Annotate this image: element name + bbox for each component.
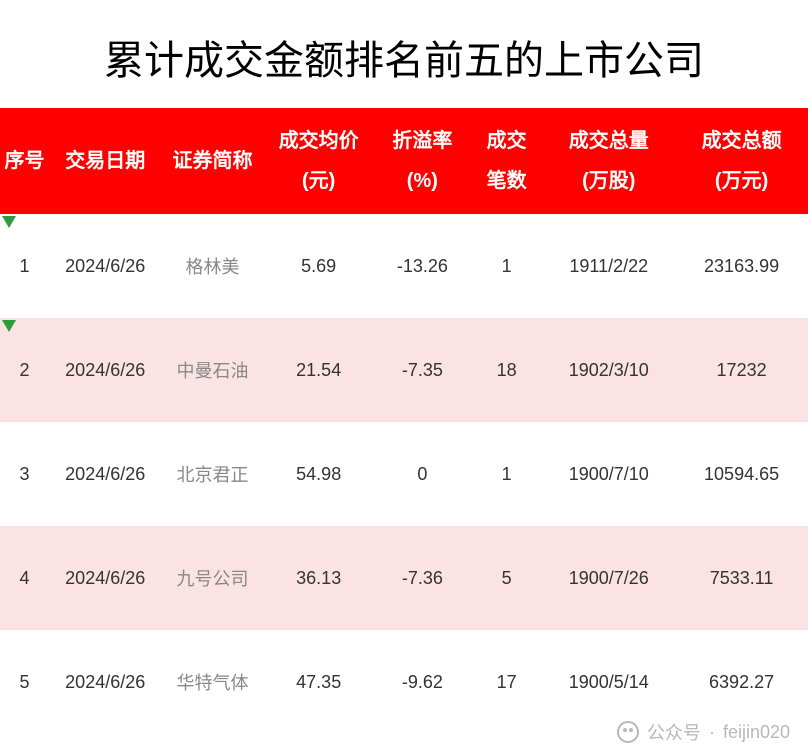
table-row: 42024/6/26九号公司36.13-7.3651900/7/267533.1…: [0, 526, 808, 630]
cell-idx: 2: [0, 318, 49, 422]
th-amt-l2: (万元): [679, 166, 804, 196]
th-amt: 成交总额 (万元): [675, 108, 808, 214]
cell-price: 54.98: [264, 422, 374, 526]
wechat-icon: [617, 721, 639, 743]
cell-amt: 10594.65: [675, 422, 808, 526]
cell-idx: 1: [0, 214, 49, 318]
th-price-l1: 成交均价: [279, 130, 359, 152]
th-price-l2: (元): [268, 166, 370, 196]
cell-price: 21.54: [264, 318, 374, 422]
watermark-sep: ·: [709, 722, 715, 743]
th-rate-l1: 折溢率: [392, 130, 452, 152]
cell-price: 47.35: [264, 630, 374, 734]
ranking-table: 序号 交易日期 证券简称 成交均价 (元) 折溢率 (%) 成交 笔数 成交总量…: [0, 108, 808, 734]
down-arrow-icon: [2, 320, 16, 332]
cell-date: 2024/6/26: [49, 422, 161, 526]
cell-rate: -7.36: [374, 526, 471, 630]
th-idx: 序号: [0, 108, 49, 214]
cell-vol: 1900/7/26: [542, 526, 675, 630]
watermark: 公众号 · feijin020: [617, 719, 790, 745]
page-title: 累计成交金额排名前五的上市公司: [0, 0, 808, 108]
cell-amt: 7533.11: [675, 526, 808, 630]
cell-idx: 4: [0, 526, 49, 630]
cell-amt: 17232: [675, 318, 808, 422]
cell-name: 中曼石油: [161, 318, 263, 422]
cell-date: 2024/6/26: [49, 630, 161, 734]
th-rate: 折溢率 (%): [374, 108, 471, 214]
th-vol-l1: 成交总量: [569, 130, 649, 152]
watermark-id: feijin020: [723, 722, 790, 743]
table-row: 32024/6/26北京君正54.98011900/7/1010594.65: [0, 422, 808, 526]
cell-date: 2024/6/26: [49, 318, 161, 422]
cell-name: 九号公司: [161, 526, 263, 630]
cell-idx: 5: [0, 630, 49, 734]
cell-price: 36.13: [264, 526, 374, 630]
th-count: 成交 笔数: [471, 108, 543, 214]
cell-rate: -9.62: [374, 630, 471, 734]
cell-rate: 0: [374, 422, 471, 526]
th-name: 证券简称: [161, 108, 263, 214]
table-row: 12024/6/26格林美5.69-13.2611911/2/2223163.9…: [0, 214, 808, 318]
th-rate-l2: (%): [378, 166, 467, 196]
watermark-label: 公众号: [647, 719, 701, 745]
cell-name: 格林美: [161, 214, 263, 318]
cell-amt: 23163.99: [675, 214, 808, 318]
cell-vol: 1902/3/10: [542, 318, 675, 422]
cell-price: 5.69: [264, 214, 374, 318]
th-vol: 成交总量 (万股): [542, 108, 675, 214]
th-count-l2: 笔数: [475, 166, 539, 196]
th-amt-l1: 成交总额: [702, 130, 782, 152]
th-price: 成交均价 (元): [264, 108, 374, 214]
cell-count: 1: [471, 422, 543, 526]
cell-name: 华特气体: [161, 630, 263, 734]
th-date: 交易日期: [49, 108, 161, 214]
cell-name: 北京君正: [161, 422, 263, 526]
cell-rate: -7.35: [374, 318, 471, 422]
cell-vol: 1900/7/10: [542, 422, 675, 526]
cell-idx: 3: [0, 422, 49, 526]
cell-count: 17: [471, 630, 543, 734]
cell-count: 18: [471, 318, 543, 422]
cell-date: 2024/6/26: [49, 214, 161, 318]
table-header-row: 序号 交易日期 证券简称 成交均价 (元) 折溢率 (%) 成交 笔数 成交总量…: [0, 108, 808, 214]
down-arrow-icon: [2, 216, 16, 228]
cell-rate: -13.26: [374, 214, 471, 318]
cell-count: 5: [471, 526, 543, 630]
th-vol-l2: (万股): [546, 166, 671, 196]
th-count-l1: 成交: [487, 130, 527, 152]
cell-date: 2024/6/26: [49, 526, 161, 630]
cell-count: 1: [471, 214, 543, 318]
table-row: 22024/6/26中曼石油21.54-7.35181902/3/1017232: [0, 318, 808, 422]
cell-vol: 1911/2/22: [542, 214, 675, 318]
